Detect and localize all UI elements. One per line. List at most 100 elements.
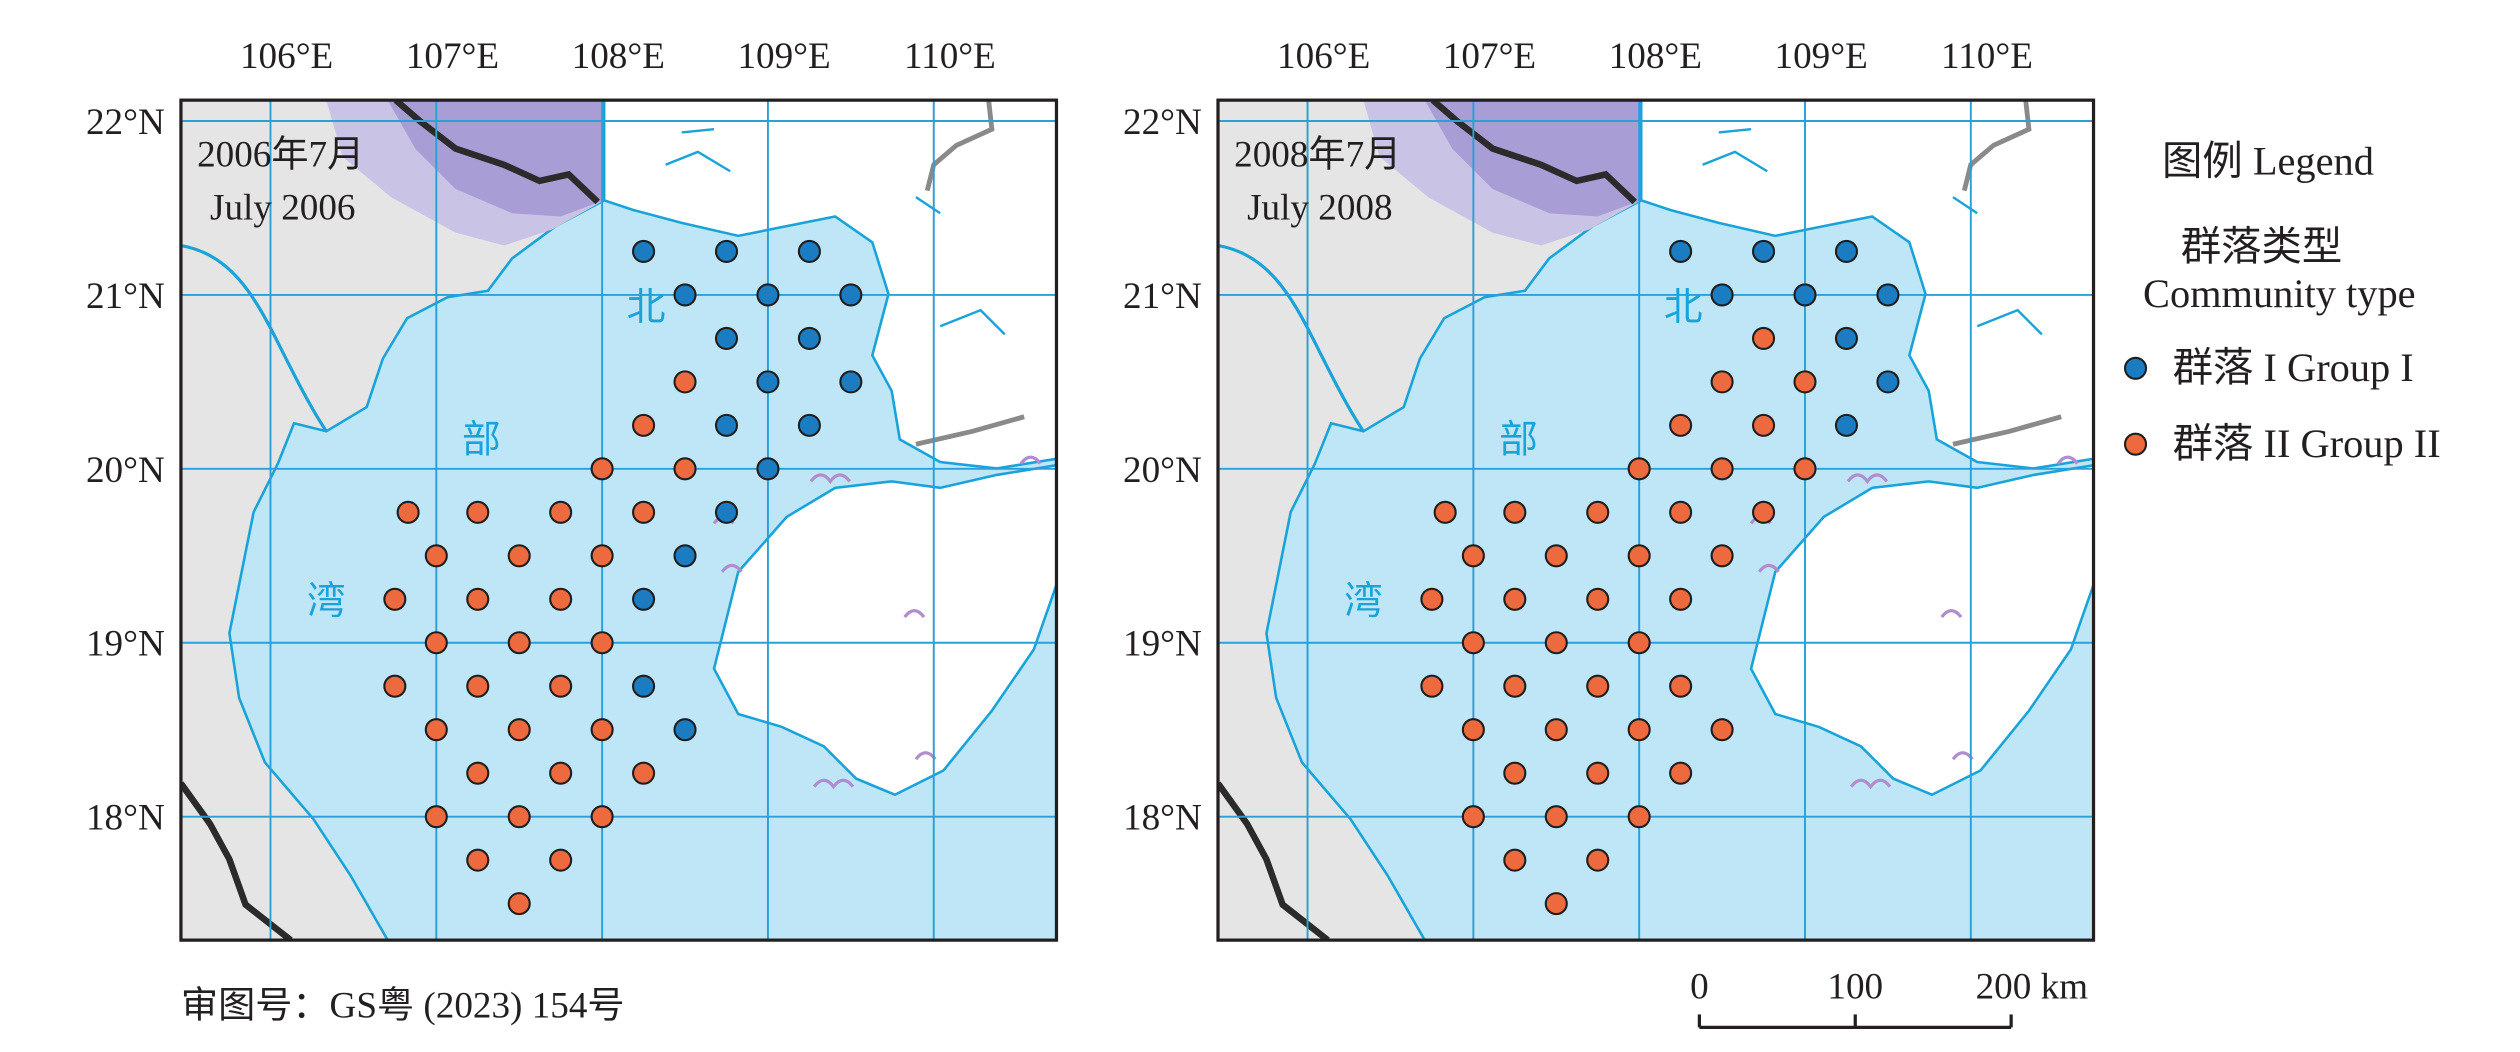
station bbox=[673, 544, 697, 568]
x-tick-label: 108°E bbox=[1609, 36, 1702, 77]
station bbox=[632, 413, 656, 437]
station bbox=[590, 457, 614, 481]
station bbox=[466, 674, 490, 698]
station bbox=[466, 587, 490, 611]
station bbox=[1669, 587, 1693, 611]
frame bbox=[179, 98, 1059, 942]
station bbox=[1876, 283, 1900, 307]
station bbox=[1461, 718, 1485, 742]
y-tick-label: 22°N bbox=[1123, 102, 1202, 143]
station bbox=[839, 370, 863, 394]
station bbox=[756, 457, 780, 481]
station bbox=[1627, 631, 1651, 655]
y-tick-label: 20°N bbox=[86, 450, 165, 491]
station bbox=[714, 413, 739, 437]
station bbox=[549, 674, 573, 698]
station bbox=[590, 718, 614, 742]
station bbox=[632, 674, 656, 698]
station bbox=[1669, 239, 1693, 264]
y-tick-label: 18°N bbox=[86, 798, 165, 839]
station bbox=[590, 631, 614, 655]
station bbox=[756, 370, 780, 394]
y-tick-label: 19°N bbox=[1123, 624, 1202, 665]
station bbox=[507, 718, 531, 742]
x-tick-label: 108°E bbox=[572, 36, 665, 77]
station bbox=[424, 805, 448, 829]
station bbox=[1544, 892, 1568, 916]
sea-label: 湾 bbox=[307, 580, 346, 623]
station bbox=[1503, 587, 1527, 611]
station bbox=[424, 631, 448, 655]
station bbox=[756, 283, 780, 307]
station bbox=[1793, 283, 1817, 307]
legend-marker bbox=[2123, 432, 2148, 456]
station bbox=[1751, 239, 1776, 264]
footer: 审图号：GS粤 (2023) 154号 bbox=[181, 985, 625, 1027]
station bbox=[590, 805, 614, 829]
x-tick-label: 107°E bbox=[1443, 36, 1536, 77]
station bbox=[1834, 239, 1859, 264]
station bbox=[424, 544, 448, 568]
sea-label: 湾 bbox=[1344, 580, 1383, 623]
legend-marker bbox=[2123, 356, 2148, 380]
station bbox=[1627, 457, 1651, 481]
station bbox=[507, 892, 531, 916]
station bbox=[396, 500, 420, 524]
station bbox=[1586, 500, 1610, 524]
station bbox=[549, 848, 573, 872]
station bbox=[507, 805, 531, 829]
station bbox=[1710, 544, 1734, 568]
station bbox=[1586, 761, 1610, 785]
station bbox=[1420, 674, 1444, 698]
station bbox=[1503, 848, 1527, 872]
station bbox=[590, 544, 614, 568]
station bbox=[632, 239, 656, 264]
x-tick-label: 110°E bbox=[904, 36, 996, 77]
y-tick-label: 21°N bbox=[1123, 276, 1202, 317]
y-tick-label: 22°N bbox=[86, 102, 165, 143]
station bbox=[466, 500, 490, 524]
station bbox=[1420, 587, 1444, 611]
station bbox=[1710, 283, 1734, 307]
station bbox=[673, 283, 697, 307]
station bbox=[1586, 674, 1610, 698]
station bbox=[1433, 500, 1457, 524]
station bbox=[1669, 500, 1693, 524]
station bbox=[1710, 457, 1734, 481]
station bbox=[1544, 718, 1568, 742]
x-tick-label: 109°E bbox=[1775, 36, 1868, 77]
y-tick-label: 19°N bbox=[86, 624, 165, 665]
station bbox=[1586, 587, 1610, 611]
station bbox=[1461, 805, 1485, 829]
station bbox=[1544, 631, 1568, 655]
station bbox=[1503, 674, 1527, 698]
station bbox=[1751, 500, 1776, 524]
station bbox=[632, 587, 656, 611]
station bbox=[1503, 500, 1527, 524]
panel-subtitle: July 2006 bbox=[210, 188, 355, 229]
station bbox=[1586, 848, 1610, 872]
legend-subheading: Community type bbox=[2143, 271, 2416, 316]
sea-label: 部 bbox=[462, 418, 501, 461]
scale-label: 0 bbox=[1690, 966, 1709, 1007]
station bbox=[1876, 370, 1900, 394]
station bbox=[1669, 674, 1693, 698]
panel-title: 2006年7月 bbox=[197, 133, 364, 175]
station bbox=[466, 848, 490, 872]
x-tick-label: 110°E bbox=[1941, 36, 2033, 77]
panel-subtitle: July 2008 bbox=[1247, 188, 1392, 229]
y-tick-label: 18°N bbox=[1123, 798, 1202, 839]
station bbox=[714, 326, 739, 350]
station bbox=[466, 761, 490, 785]
station bbox=[1793, 457, 1817, 481]
station bbox=[1461, 544, 1485, 568]
legend-label: 群落 I Group I bbox=[2173, 345, 2414, 390]
sea-label: 部 bbox=[1499, 418, 1538, 461]
station bbox=[632, 500, 656, 524]
station bbox=[1834, 326, 1859, 350]
station bbox=[1461, 631, 1485, 655]
legend-heading: 群落类型 bbox=[2181, 224, 2343, 269]
frame bbox=[1216, 98, 2096, 942]
